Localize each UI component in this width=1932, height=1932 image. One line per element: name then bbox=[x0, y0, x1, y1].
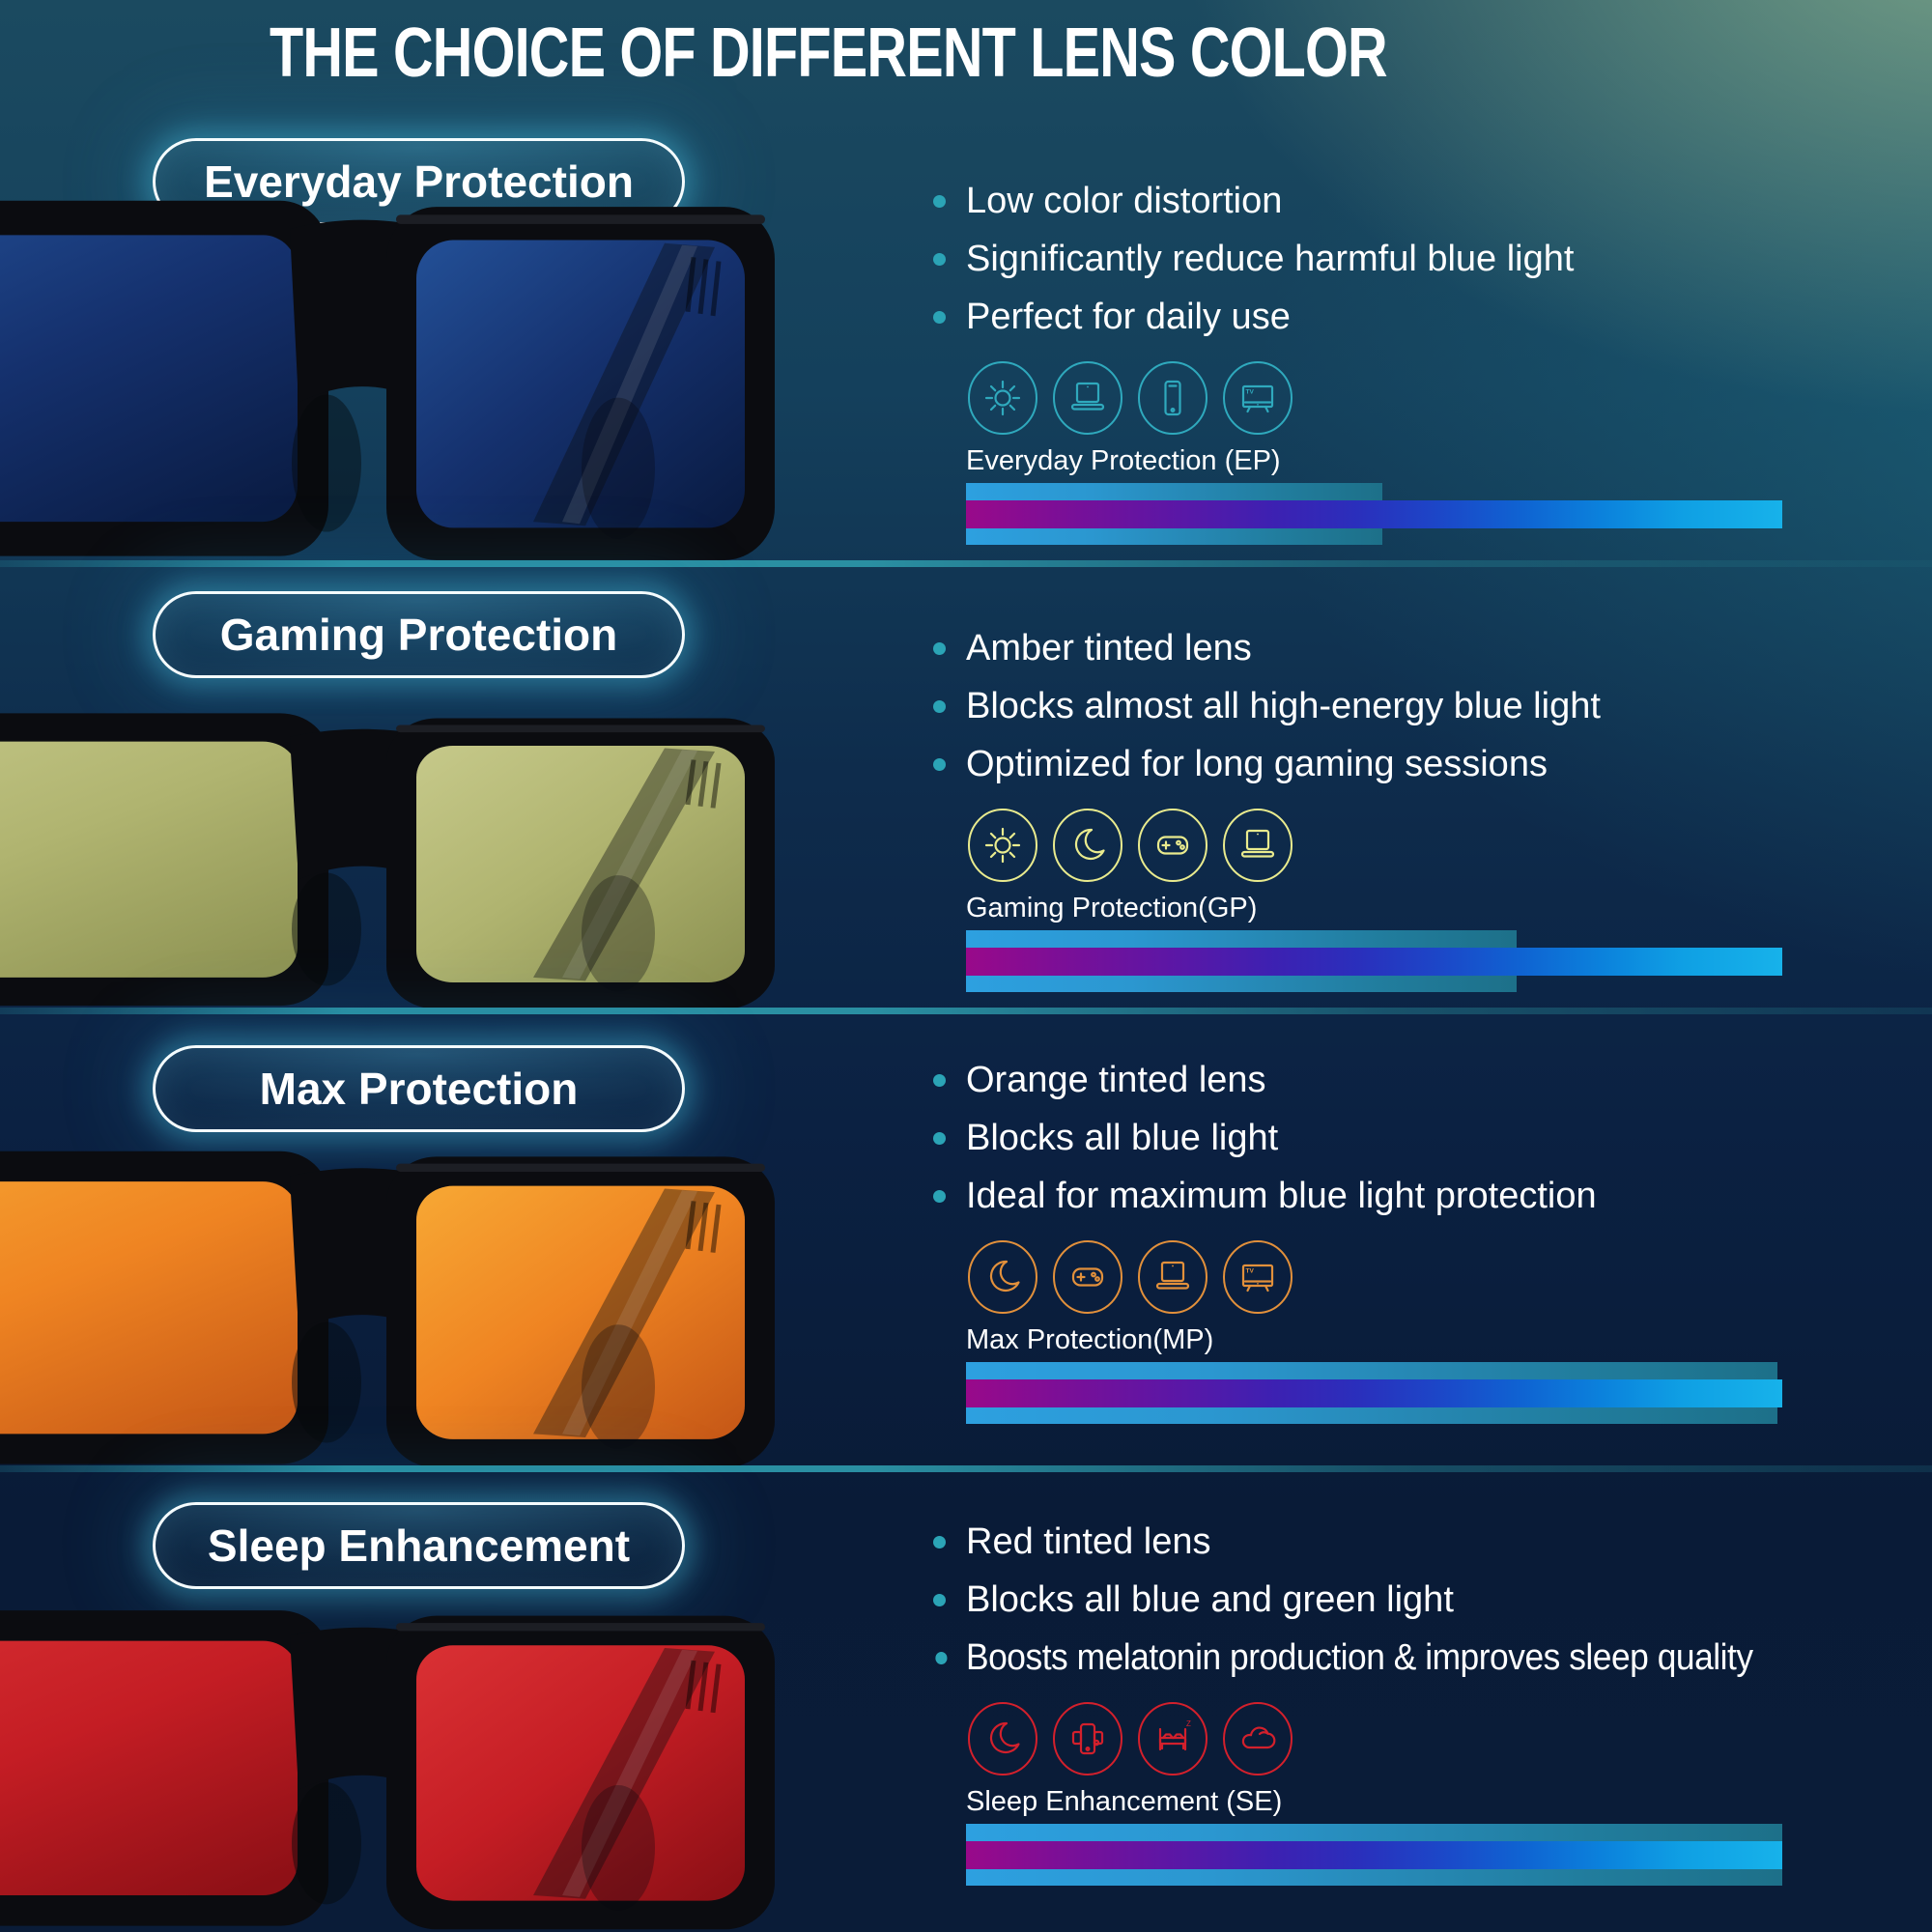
light-spectrum-bar bbox=[966, 1841, 1782, 1869]
feature-bullet: Blocks almost all high-energy blue light bbox=[933, 677, 1787, 735]
feature-list: Low color distortion Significantly reduce… bbox=[933, 172, 1787, 346]
feature-list: Orange tinted lens Blocks all blue light I… bbox=[933, 1051, 1787, 1225]
blocked-range-top-bar bbox=[966, 930, 1518, 948]
spectrum-bar bbox=[966, 930, 1782, 992]
tv-icon bbox=[1221, 359, 1294, 437]
lens-section: Gaming Protection Amber tinted lens Block… bbox=[0, 564, 1932, 1014]
feature-bullet: Amber tinted lens bbox=[933, 619, 1787, 677]
usage-icons bbox=[966, 1700, 1787, 1777]
spectrum-label: Sleep Enhancement (SE) bbox=[966, 1786, 1283, 1817]
section-divider bbox=[0, 1465, 1932, 1472]
usage-icons bbox=[966, 359, 1787, 437]
blocked-range-top-bar bbox=[966, 1824, 1782, 1841]
gamepad-icon bbox=[1136, 807, 1209, 884]
pill-label-text: Gaming Protection bbox=[219, 610, 618, 660]
usage-icons bbox=[966, 807, 1787, 884]
feature-bullet: Orange tinted lens bbox=[933, 1051, 1787, 1109]
spectrum-bar bbox=[966, 1362, 1782, 1424]
feature-bullet: Red tinted lens bbox=[933, 1513, 1787, 1571]
sun-icon bbox=[966, 807, 1039, 884]
spectrum-bar bbox=[966, 483, 1782, 545]
feature-bullet: Low color distortion bbox=[933, 172, 1787, 230]
feature-bullet: Blocks all blue light bbox=[933, 1109, 1787, 1167]
spectrum-label: Gaming Protection(GP) bbox=[966, 893, 1258, 923]
section-details: Orange tinted lens Blocks all blue light I… bbox=[933, 1051, 1787, 1424]
light-spectrum-bar bbox=[966, 948, 1782, 976]
gamepad-icon bbox=[1051, 1238, 1124, 1316]
laptop-icon bbox=[1136, 1238, 1209, 1316]
glasses-image bbox=[0, 1116, 802, 1471]
section-pill-label: Sleep Enhancement bbox=[153, 1502, 685, 1589]
section-details: Red tinted lens Blocks all blue and green… bbox=[933, 1513, 1787, 1886]
feature-list: Amber tinted lens Blocks almost all high-… bbox=[933, 619, 1787, 793]
blocked-range-bottom-bar bbox=[966, 976, 1518, 992]
section-divider bbox=[0, 1008, 1932, 1014]
feature-bullet: Significantly reduce harmful blue light bbox=[933, 230, 1787, 288]
moon-icon bbox=[966, 1238, 1039, 1316]
lens-section: Everyday Protection Low color distortion… bbox=[0, 0, 1932, 567]
smartphone-icon bbox=[1136, 359, 1209, 437]
feature-bullet: Boosts melatonin production & improves s… bbox=[935, 1629, 1753, 1687]
laptop-icon bbox=[1221, 807, 1294, 884]
feature-bullet: Optimized for long gaming sessions bbox=[933, 735, 1787, 793]
bed-icon bbox=[1136, 1700, 1209, 1777]
glasses-image bbox=[0, 160, 802, 564]
page-title: THE CHOICE OF DIFFERENT LENS COLOR bbox=[270, 14, 1388, 92]
spectrum-label: Max Protection(MP) bbox=[966, 1324, 1214, 1355]
moon-icon bbox=[966, 1700, 1039, 1777]
laptop-icon bbox=[1051, 359, 1124, 437]
feature-bullet: Ideal for maximum blue light protection bbox=[933, 1167, 1787, 1225]
spectrum-bar bbox=[966, 1824, 1782, 1886]
blocked-range-top-bar bbox=[966, 483, 1382, 500]
sun-icon bbox=[966, 359, 1039, 437]
spectrum-label: Everyday Protection (EP) bbox=[966, 445, 1281, 476]
lens-section: Sleep Enhancement Red tinted lens Blocks … bbox=[0, 1469, 1932, 1932]
phone-icon bbox=[1051, 1700, 1124, 1777]
light-spectrum-bar bbox=[966, 500, 1782, 528]
glasses-image bbox=[0, 1575, 802, 1932]
feature-bullet: Blocks all blue and green light bbox=[933, 1571, 1787, 1629]
tv-icon bbox=[1221, 1238, 1294, 1316]
blocked-range-bottom-bar bbox=[966, 1869, 1782, 1886]
pill-label-text: Max Protection bbox=[259, 1064, 579, 1114]
blocked-range-top-bar bbox=[966, 1362, 1777, 1379]
pill-label-text: Sleep Enhancement bbox=[207, 1520, 631, 1571]
section-details: Amber tinted lens Blocks almost all high-… bbox=[933, 619, 1787, 992]
section-pill-label: Max Protection bbox=[153, 1045, 685, 1132]
section-pill-label: Gaming Protection bbox=[153, 591, 685, 678]
feature-list: Red tinted lens Blocks all blue and green… bbox=[933, 1513, 1787, 1687]
lens-section: Max Protection Orange tinted lens Blocks … bbox=[0, 1011, 1932, 1472]
cloud-icon bbox=[1221, 1700, 1294, 1777]
moon-icon bbox=[1051, 807, 1124, 884]
section-details: Low color distortion Significantly reduce… bbox=[933, 172, 1787, 545]
pill-label-text: Everyday Protection bbox=[204, 156, 634, 207]
usage-icons bbox=[966, 1238, 1787, 1316]
blocked-range-bottom-bar bbox=[966, 528, 1382, 545]
light-spectrum-bar bbox=[966, 1379, 1782, 1407]
glasses-image bbox=[0, 680, 802, 1012]
blocked-range-bottom-bar bbox=[966, 1407, 1777, 1424]
section-divider bbox=[0, 560, 1932, 567]
feature-bullet: Perfect for daily use bbox=[933, 288, 1787, 346]
